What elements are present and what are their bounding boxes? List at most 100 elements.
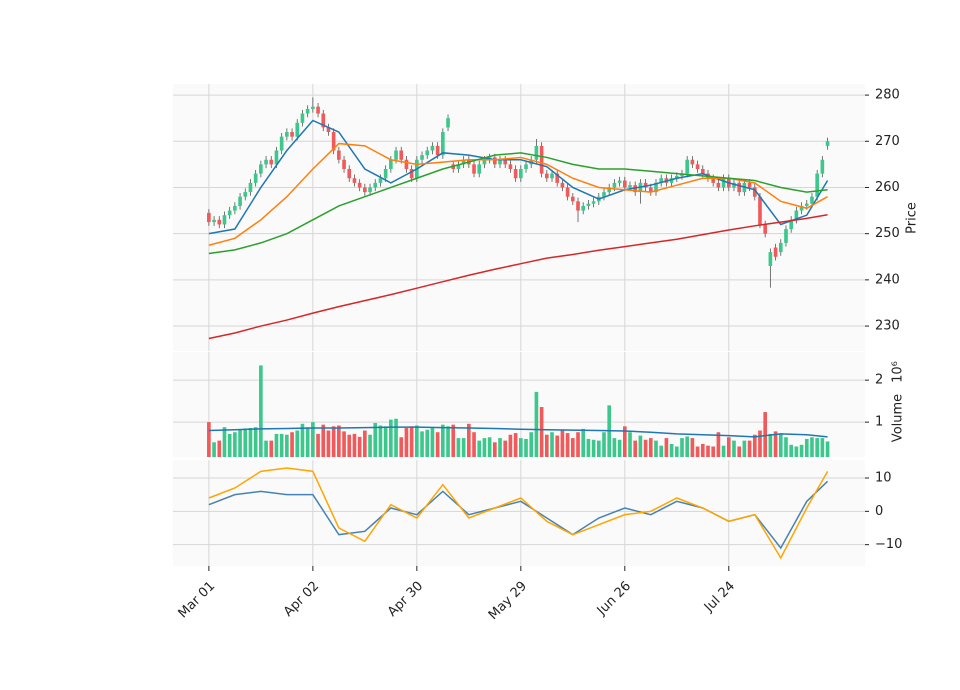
volume-bar (752, 434, 757, 457)
candle-body (363, 187, 367, 193)
volume-bar (763, 412, 767, 457)
volume-bar (773, 431, 778, 457)
candle-body (539, 145, 544, 174)
candle-body (279, 136, 284, 151)
candle-body (503, 159, 508, 165)
volume-bar (279, 433, 284, 457)
candle-body (695, 164, 700, 169)
candle-body (435, 145, 440, 156)
candle-body (378, 178, 383, 183)
volume-bar (233, 432, 237, 457)
volume-bar (638, 435, 643, 457)
volume-bar (778, 433, 783, 457)
candle-body (643, 182, 648, 188)
y-tick-label: 240 (875, 272, 900, 287)
volume-bar (768, 433, 773, 457)
line (208, 467, 829, 560)
candle-body (383, 168, 388, 179)
candle-body (295, 122, 300, 137)
line (208, 426, 828, 438)
candle-body (789, 219, 793, 230)
volume-bar (331, 426, 336, 457)
candle-body (607, 187, 612, 193)
candle-body (456, 164, 461, 169)
volume-bar (274, 433, 279, 457)
volume-bar (680, 438, 684, 457)
candle-body (550, 173, 554, 179)
volume-bar (789, 444, 793, 457)
candle-body (628, 185, 632, 188)
y-tick-label: 280 (875, 88, 900, 103)
candle-body (576, 201, 580, 211)
volume-bar (238, 429, 242, 457)
volume-bar (368, 434, 372, 457)
volume-bar (207, 422, 211, 457)
volume-bar (399, 437, 404, 457)
candle-body (368, 187, 372, 193)
candle-body (799, 205, 804, 211)
candle-body (570, 196, 575, 202)
volume-bar (253, 427, 258, 457)
candle-body (602, 192, 606, 197)
volume-bar (493, 442, 497, 457)
volume-bar (472, 432, 476, 457)
volume-bar (654, 440, 658, 457)
volume-bar (415, 425, 419, 457)
volume-bar (264, 440, 268, 457)
volume-bar (477, 440, 482, 457)
volume-bar (378, 425, 383, 457)
candle-body (622, 180, 627, 188)
candle-body (773, 247, 778, 257)
candle-body (311, 106, 315, 109)
volume-bar (602, 432, 606, 457)
oscillator-panel (173, 460, 865, 566)
volume-bar (825, 441, 830, 457)
candle-body (493, 157, 497, 165)
volume-bar (409, 426, 414, 457)
y-tick-label: 270 (875, 134, 900, 149)
volume-bar (804, 438, 809, 457)
candle-body (612, 182, 617, 188)
volume-bar (539, 407, 544, 457)
volume-bar (570, 438, 575, 457)
volume-bar (425, 429, 430, 457)
volume-bar (737, 446, 742, 457)
volume-bar (441, 424, 445, 457)
y-tick-label: 10 (875, 471, 892, 486)
volume-bar (695, 446, 700, 457)
volume-bar (799, 444, 804, 457)
candle-body (534, 145, 539, 160)
candle-body (264, 159, 268, 165)
volume-bar (560, 430, 565, 457)
candle-body (441, 132, 445, 156)
candle-body (207, 212, 211, 223)
candle-body (560, 182, 565, 188)
volume-bar (758, 430, 762, 457)
candle-body (274, 150, 279, 165)
volume-bar (513, 433, 518, 457)
line (208, 119, 829, 235)
volume-bar (576, 432, 580, 457)
candle-body (373, 182, 378, 188)
candle-body (721, 178, 726, 188)
candle-body (617, 180, 622, 183)
candle-body (659, 178, 664, 183)
volume-bar (628, 432, 632, 457)
candle-body (825, 141, 830, 146)
candle-body (820, 159, 825, 174)
candle-body (446, 118, 450, 128)
volume-bar (700, 443, 705, 457)
candle-body (420, 155, 424, 160)
candle-body (357, 182, 362, 188)
volume-bar (285, 434, 289, 457)
volume-bar (648, 438, 653, 457)
candle-body (581, 205, 586, 211)
candle-body (737, 182, 742, 193)
volume-bar (363, 430, 367, 457)
line (208, 213, 828, 340)
volume-bar (420, 431, 424, 457)
volume-bar (612, 438, 617, 457)
volume-bar (446, 426, 450, 457)
volume-bar (212, 442, 216, 457)
volume-bar (643, 439, 648, 457)
